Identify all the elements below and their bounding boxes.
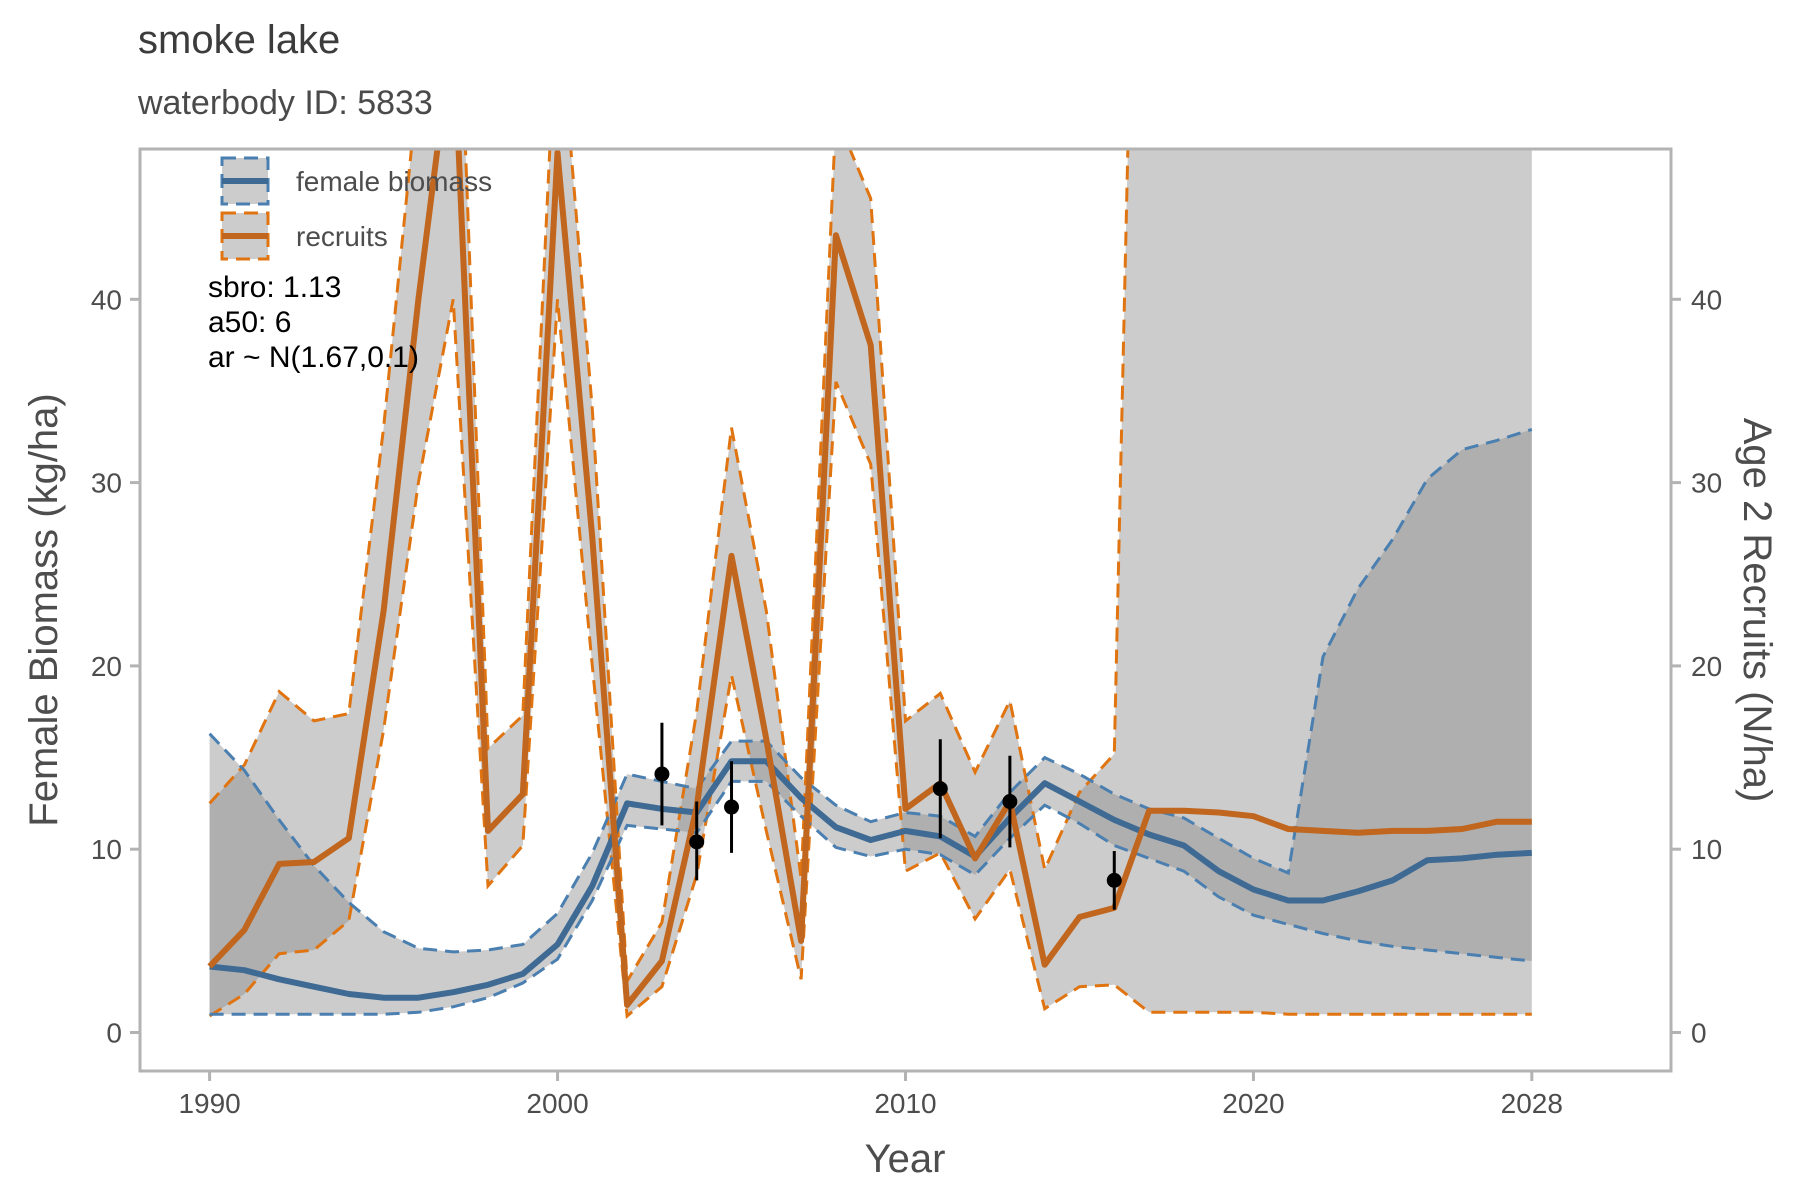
observation-point: [1002, 794, 1018, 810]
x-tick-label: 2020: [1222, 1088, 1284, 1119]
y2-axis-title: Age 2 Recruits (N/ha): [1735, 418, 1779, 803]
recruits-confidence-band: [209, 149, 1532, 1016]
recruits-line: [207, 149, 1532, 1008]
y-tick-label: 10: [91, 834, 122, 865]
legend-key-female-biomass: female biomass: [220, 156, 492, 206]
biomass-line: [209, 758, 1532, 1001]
chart-subtitle: waterbody ID: 5833: [138, 84, 433, 122]
confidence-bands: [209, 149, 1532, 1016]
annotation-sbro: sbro: 1.13: [208, 271, 341, 304]
biomass-confidence-band: [209, 429, 1532, 1015]
x-tick-label: 2028: [1501, 1088, 1563, 1119]
observation-point: [1106, 872, 1122, 888]
y-tick-label: 0: [106, 1018, 122, 1049]
recruits-upper-bound: [208, 149, 1130, 987]
y-tick-label: 30: [91, 468, 122, 499]
recruits-lower-bound: [208, 299, 1532, 1019]
y2-tick-label: 20: [1691, 651, 1722, 682]
observation-point: [724, 799, 740, 815]
y2-tick-label: 30: [1691, 468, 1722, 499]
x-tick-label: 2000: [526, 1088, 588, 1119]
series-lines: [207, 149, 1533, 1019]
annotation-ar-prior: ar ~ N(1.67,0.1): [208, 341, 419, 374]
observed-points: [654, 722, 1122, 910]
y-tick-label: 20: [91, 651, 122, 682]
y-tick-label: 40: [91, 284, 122, 315]
annotation-a50: a50: 6: [208, 306, 291, 339]
chart-title: smoke lake: [138, 18, 341, 62]
y2-tick-label: 0: [1691, 1018, 1707, 1049]
legend-key-recruits: recruits: [220, 211, 388, 261]
x-axis-title: Year: [865, 1137, 946, 1181]
legend-label-female-biomass: female biomass: [296, 166, 492, 197]
biomass-upper-bound: [208, 427, 1533, 954]
legend-label-recruits: recruits: [296, 221, 388, 252]
observation-point: [689, 834, 705, 850]
observation-point: [932, 781, 948, 797]
y2-tick-label: 10: [1691, 834, 1722, 865]
axes: 1990 2000 2010 2020 2028 0 10 20 30 40 0 10 20 30 40: [91, 284, 1722, 1119]
model-annotations: sbro: 1.13 a50: 6 ar ~ N(1.67,0.1): [208, 271, 419, 374]
y2-tick-label: 40: [1691, 284, 1722, 315]
legend: female biomass recruits: [220, 156, 492, 261]
biomass-lower-bound: [209, 779, 1532, 1016]
observation-point: [654, 766, 670, 782]
x-tick-label: 1990: [178, 1088, 240, 1119]
y-axis-title: Female Biomass (kg/ha): [22, 393, 66, 826]
x-tick-label: 2010: [874, 1088, 936, 1119]
